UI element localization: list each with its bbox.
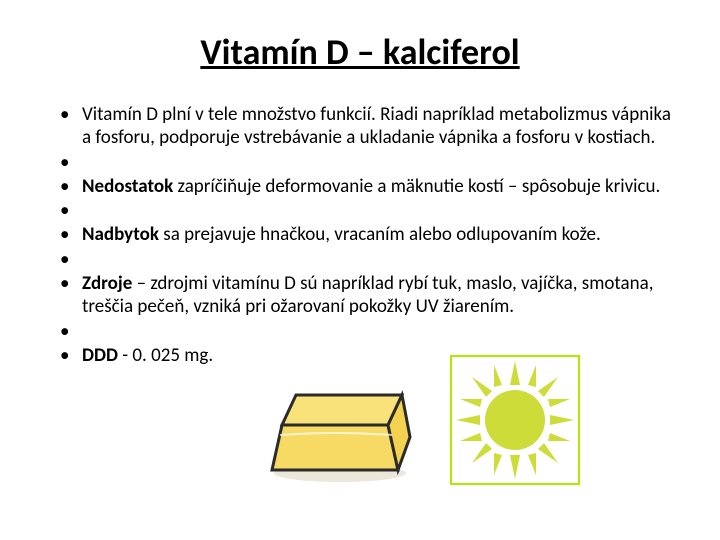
bullet-item xyxy=(60,200,680,222)
bullet-item: Vitamín D plní v tele množstvo funkcií. … xyxy=(60,104,680,150)
butter-image xyxy=(260,375,420,485)
bullet-text: – zdrojmi vitamínu D sú napríklad rybí t… xyxy=(82,272,653,318)
bullet-text: sa prejavuje hnačkou, vracaním alebo odl… xyxy=(159,223,601,246)
bullet-item xyxy=(60,249,680,271)
slide: Vitamín D – kalciferol Vitamín D plní v … xyxy=(0,0,720,540)
bullet-item: Nadbytok sa prejavuje hnačkou, vracaním … xyxy=(60,224,680,247)
bullet-text: Vitamín D plní v tele množstvo funkcií. … xyxy=(82,103,671,149)
bullet-list: Vitamín D plní v tele množstvo funkcií. … xyxy=(40,104,680,368)
image-row xyxy=(260,355,580,485)
slide-title: Vitamín D – kalciferol xyxy=(40,30,680,74)
bullet-text: zapríčiňuje deformovanie a mäknutie kost… xyxy=(173,175,660,198)
bullet-item xyxy=(60,152,680,174)
sun-image xyxy=(450,355,580,485)
bullet-bold: Nedostatok xyxy=(82,175,173,198)
bullet-bold: DDD xyxy=(82,344,118,367)
bullet-bold: Zdroje xyxy=(82,272,132,295)
bullet-bold: Nadbytok xyxy=(82,223,159,246)
bullet-item: Nedostatok zapríčiňuje deformovanie a mä… xyxy=(60,176,680,199)
bullet-item: Zdroje – zdrojmi vitamínu D sú napríklad… xyxy=(60,273,680,319)
bullet-text: - 0. 025 mg. xyxy=(118,344,213,367)
bullet-item xyxy=(60,321,680,343)
